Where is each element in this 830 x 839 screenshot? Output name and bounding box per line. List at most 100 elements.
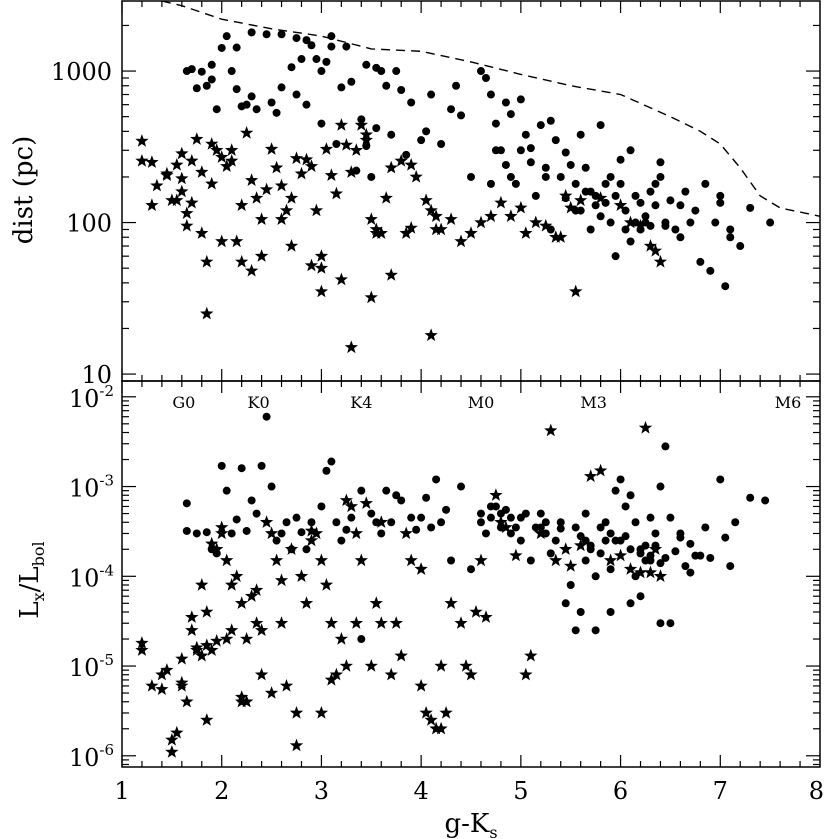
dot-marker	[706, 553, 715, 562]
dot-marker	[476, 509, 485, 518]
star-marker	[210, 542, 224, 555]
star-marker	[404, 221, 418, 234]
star-marker	[220, 553, 234, 567]
dot-marker	[606, 172, 615, 181]
star-marker	[274, 212, 289, 225]
spectral-type-label: K4	[350, 393, 372, 412]
dot-marker	[302, 545, 311, 554]
star-marker	[364, 659, 378, 672]
star-marker	[404, 553, 418, 567]
dot-marker	[541, 163, 550, 172]
star-marker	[304, 159, 319, 172]
star-marker	[135, 643, 149, 656]
dot-marker	[651, 179, 660, 188]
dot-marker	[302, 36, 311, 45]
dot-marker	[202, 528, 211, 537]
dot-marker	[601, 518, 610, 527]
dot-marker	[581, 163, 590, 172]
dot-marker	[277, 83, 286, 92]
dot-marker	[551, 536, 560, 545]
star-marker	[240, 632, 254, 645]
top-y-tick-labels: 10 100 1000	[51, 58, 112, 389]
star-marker	[190, 132, 204, 145]
star-marker	[289, 738, 304, 752]
dot-marker	[282, 518, 291, 527]
dot-marker	[501, 505, 510, 514]
dot-marker	[367, 509, 376, 518]
dot-marker	[536, 121, 545, 130]
dot-marker	[357, 635, 366, 644]
dot-marker	[521, 509, 530, 518]
star-marker	[459, 659, 473, 672]
star-marker	[404, 158, 418, 171]
star-marker	[235, 254, 249, 268]
star-marker	[349, 616, 363, 629]
x-tick-label: 1	[114, 777, 129, 805]
star-marker	[175, 171, 189, 185]
star-marker	[324, 616, 339, 629]
dot-marker	[606, 529, 615, 538]
star-marker	[195, 165, 209, 178]
dot-marker	[222, 486, 231, 495]
dot-marker	[447, 556, 456, 565]
star-marker	[205, 643, 219, 656]
star-marker	[394, 648, 408, 662]
dot-marker	[541, 518, 550, 527]
dot-marker	[387, 518, 396, 527]
dot-marker	[437, 518, 446, 527]
dot-marker	[686, 218, 695, 227]
dot-marker	[611, 486, 620, 495]
star-marker	[334, 118, 348, 131]
star-marker	[354, 553, 368, 567]
dot-marker	[207, 60, 216, 69]
dot-marker	[546, 116, 555, 125]
dot-marker	[676, 533, 685, 542]
dot-marker	[746, 203, 755, 212]
star-marker	[135, 154, 149, 167]
dot-marker	[506, 110, 515, 119]
dot-marker	[372, 63, 381, 72]
star-marker	[205, 137, 219, 150]
star-marker	[534, 526, 548, 540]
star-marker	[289, 706, 304, 719]
star-marker	[200, 605, 214, 618]
dot-marker	[307, 518, 316, 527]
dot-marker	[626, 237, 635, 246]
dot-marker	[571, 523, 580, 532]
star-marker	[524, 648, 538, 662]
star-marker	[419, 706, 433, 719]
dot-marker	[661, 442, 670, 451]
star-marker	[230, 234, 244, 248]
dot-marker	[676, 201, 685, 210]
star-marker	[279, 203, 294, 217]
dot-marker	[586, 541, 595, 550]
star-marker	[494, 195, 508, 209]
dot-marker	[467, 565, 475, 574]
dot-marker	[656, 482, 665, 491]
dot-marker	[721, 533, 730, 542]
dot-marker	[701, 179, 710, 188]
dot-marker	[636, 545, 645, 554]
star-marker	[200, 638, 214, 651]
dot-marker	[407, 98, 416, 107]
star-marker	[299, 152, 314, 166]
dot-marker	[292, 90, 301, 99]
dot-marker	[656, 158, 665, 167]
star-marker	[274, 573, 289, 587]
dot-marker	[681, 562, 690, 571]
dot-marker	[486, 90, 495, 99]
dot-marker	[302, 100, 311, 109]
dot-marker	[521, 130, 530, 139]
star-marker	[439, 706, 453, 719]
dot-marker	[267, 482, 276, 491]
dot-marker	[412, 525, 421, 534]
star-marker	[314, 553, 329, 567]
star-marker	[564, 200, 578, 214]
star-marker	[464, 667, 478, 681]
dot-marker	[267, 98, 276, 107]
dot-marker	[656, 559, 665, 568]
dot-marker	[711, 218, 720, 227]
x-tick-label: 7	[713, 777, 728, 805]
dot-marker	[501, 160, 510, 169]
x-tick-label: 4	[414, 777, 429, 805]
